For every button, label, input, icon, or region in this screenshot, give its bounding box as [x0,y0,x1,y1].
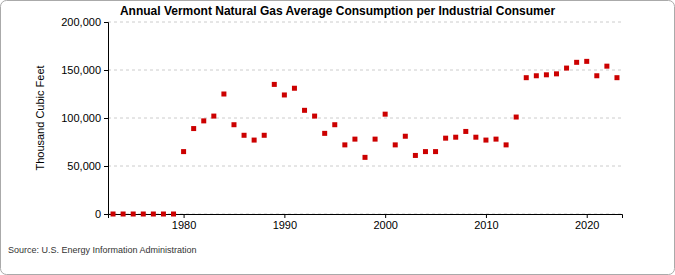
point [242,133,247,138]
tick-mark [104,22,108,23]
tick-mark [284,214,285,218]
point [544,72,549,77]
point [423,149,428,154]
axis-line [104,23,109,215]
point [483,138,488,143]
y-axis: 0 50,000 100,000 150,000 200,000 [61,16,108,220]
tick-label: 50,000 [67,160,101,172]
point [473,135,478,140]
point [252,138,257,143]
point [524,75,529,80]
tick: 150,000 [61,64,108,76]
tick-mark [486,214,487,218]
point [393,142,398,147]
tick: 50,000 [67,160,108,172]
point [413,153,418,158]
point [383,112,388,117]
tick-mark [104,70,108,71]
tick: 100,000 [61,112,108,124]
point [262,133,267,138]
tick-label: 2020 [575,219,599,231]
point [201,118,206,123]
tick-mark [385,214,386,218]
grid [108,22,622,214]
tick-mark [184,214,185,218]
point [151,212,156,217]
point [534,73,539,78]
tick: 2000 [373,214,397,231]
axis-line [109,215,623,219]
point [221,92,226,97]
point [322,131,327,136]
tick-mark [587,214,588,218]
point [312,114,317,119]
source-note: Source: U.S. Energy Information Administ… [8,245,197,255]
point [141,212,146,217]
tick-label: 1990 [273,219,297,231]
tick-label: 150,000 [61,64,101,76]
point [453,135,458,140]
point [373,137,378,142]
tick-mark [104,166,108,167]
tick: 200,000 [61,16,108,28]
point [292,86,297,91]
point [302,108,307,113]
chart: 1980 1990 2000 2010 2020 0 50,000 100,000 150,00… [0,0,675,275]
point [161,212,166,217]
point [332,122,337,127]
tick: 0 [95,208,108,220]
point [352,137,357,142]
tick-label: 2010 [474,219,498,231]
tick: 1990 [273,214,297,231]
tick: 2010 [474,214,498,231]
grid-line [108,166,622,167]
tick-label: 200,000 [61,16,101,28]
point [604,64,609,69]
tick-label: 2000 [373,219,397,231]
point [363,155,368,160]
grid-line [108,118,622,119]
tick-mark [104,118,108,119]
point [181,149,186,154]
tick: 2020 [575,214,599,231]
point [463,129,468,134]
tick: 1980 [172,214,196,231]
point [584,59,589,64]
y-axis-title: Thousand Cubic Feet [34,65,46,170]
grid-line [108,70,622,71]
point [594,73,599,78]
tick-mark [104,214,108,215]
tick-label: 1980 [172,219,196,231]
tick-label: 0 [95,208,101,220]
point [574,60,579,65]
point [494,137,499,142]
point [131,212,136,217]
tick-label: 100,000 [61,112,101,124]
point [121,212,126,217]
frame [1,1,675,275]
point [111,212,116,217]
title: Annual Vermont Natural Gas Average Consu… [120,4,556,18]
point [514,115,519,120]
point [342,142,347,147]
point [211,114,216,119]
point [272,82,277,87]
point [171,212,176,217]
point [231,122,236,127]
point [433,149,438,154]
x-axis: 1980 1990 2000 2010 2020 [109,214,623,231]
point [504,142,509,147]
point [282,92,287,97]
points [111,59,620,217]
point [443,136,448,141]
grid-line [108,22,622,23]
point [614,75,619,80]
point [403,134,408,139]
point [191,126,196,131]
point [564,66,569,71]
point [554,71,559,76]
